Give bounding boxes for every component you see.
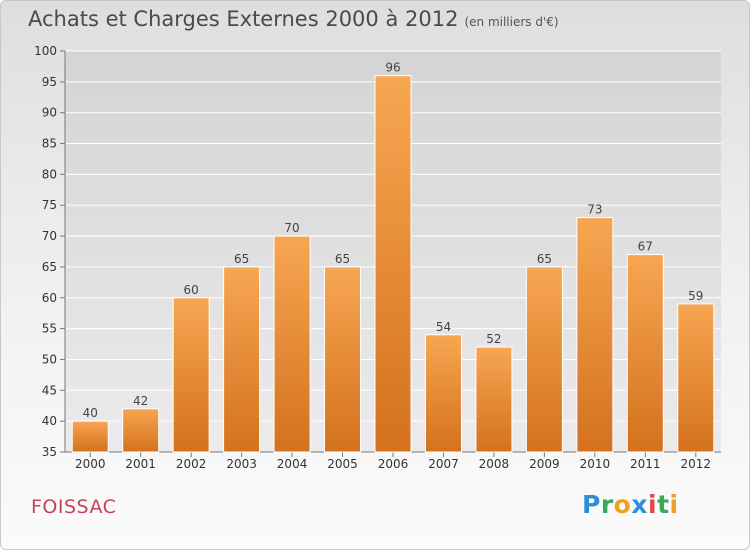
bar bbox=[273, 235, 311, 453]
bar-value-label: 65 bbox=[537, 252, 552, 266]
chart-unit: (en milliers d'€) bbox=[464, 15, 559, 29]
bar-value-label: 60 bbox=[184, 283, 199, 297]
y-tick-label: 55 bbox=[42, 322, 57, 336]
y-tick-label: 45 bbox=[42, 383, 57, 397]
logo-letter: x bbox=[631, 490, 648, 519]
bar bbox=[223, 266, 261, 453]
bar bbox=[475, 346, 513, 453]
logo-letter: P bbox=[582, 490, 601, 519]
bar-value-label: 40 bbox=[83, 406, 98, 420]
x-tick-label: 2007 bbox=[428, 457, 459, 471]
x-tick-label: 2011 bbox=[630, 457, 661, 471]
x-tick-label: 2008 bbox=[479, 457, 510, 471]
bar-value-label: 65 bbox=[234, 252, 249, 266]
bar bbox=[525, 266, 563, 453]
y-tick-label: 50 bbox=[42, 352, 57, 366]
bar-value-label: 65 bbox=[335, 252, 350, 266]
x-tick-label: 2006 bbox=[378, 457, 409, 471]
x-tick-label: 2004 bbox=[277, 457, 308, 471]
bar-value-label: 52 bbox=[486, 332, 501, 346]
bar bbox=[122, 408, 160, 453]
logo-letter: i bbox=[648, 490, 658, 519]
y-tick-label: 40 bbox=[42, 414, 57, 428]
bar bbox=[576, 217, 614, 453]
bar bbox=[424, 334, 462, 453]
bar bbox=[324, 266, 362, 453]
bar-value-label: 73 bbox=[587, 203, 602, 217]
y-tick-label: 100 bbox=[34, 44, 57, 58]
x-tick-label: 2012 bbox=[680, 457, 711, 471]
bar-value-label: 59 bbox=[688, 289, 703, 303]
y-tick-label: 60 bbox=[42, 291, 57, 305]
logo-letter: o bbox=[613, 490, 632, 519]
x-tick-label: 2005 bbox=[327, 457, 358, 471]
x-tick-label: 2009 bbox=[529, 457, 560, 471]
y-tick-label: 90 bbox=[42, 106, 57, 120]
x-tick-label: 2001 bbox=[125, 457, 156, 471]
bar bbox=[71, 420, 109, 453]
proxiti-logo: Proxiti bbox=[582, 490, 679, 519]
y-tick-label: 75 bbox=[42, 198, 57, 212]
logo-letter: r bbox=[600, 490, 614, 519]
y-tick-label: 80 bbox=[42, 167, 57, 181]
bar bbox=[374, 75, 412, 453]
x-tick-label: 2003 bbox=[226, 457, 257, 471]
bar-value-label: 96 bbox=[385, 61, 400, 75]
chart-title-text: Achats et Charges Externes 2000 à 2012 bbox=[28, 7, 459, 31]
y-tick-label: 85 bbox=[42, 137, 57, 151]
chart-title: Achats et Charges Externes 2000 à 2012 (e… bbox=[28, 7, 559, 31]
bar bbox=[677, 303, 715, 453]
logo-letter: t bbox=[657, 490, 670, 519]
bar bbox=[172, 297, 210, 453]
y-tick-label: 65 bbox=[42, 260, 57, 274]
y-tick-label: 35 bbox=[42, 445, 57, 459]
y-tick-label: 95 bbox=[42, 75, 57, 89]
bar bbox=[626, 254, 664, 453]
bar-value-label: 54 bbox=[436, 320, 451, 334]
y-tick-label: 70 bbox=[42, 229, 57, 243]
bar-value-label: 42 bbox=[133, 394, 148, 408]
x-tick-label: 2000 bbox=[75, 457, 106, 471]
bar-value-label: 70 bbox=[284, 221, 299, 235]
x-tick-label: 2002 bbox=[176, 457, 207, 471]
commune-name: FOISSAC bbox=[31, 496, 117, 518]
logo-letter: i bbox=[669, 490, 679, 519]
x-tick-label: 2010 bbox=[580, 457, 611, 471]
bar-value-label: 67 bbox=[638, 240, 653, 254]
